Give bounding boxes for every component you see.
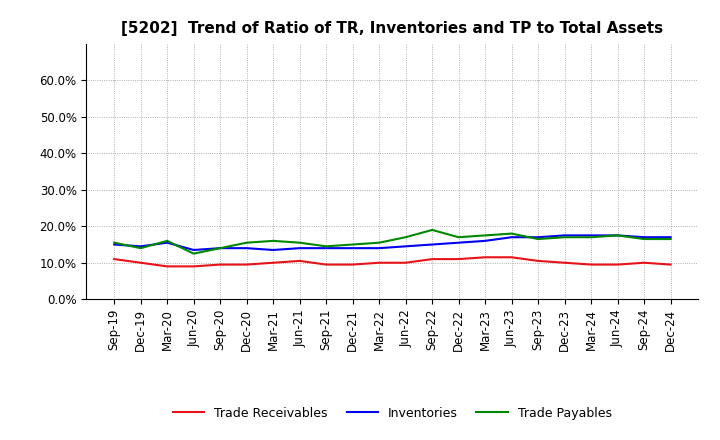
Trade Payables [454, 235, 463, 240]
Trade Receivables [666, 262, 675, 267]
Inventories [454, 240, 463, 246]
Trade Receivables [481, 255, 490, 260]
Trade Receivables [348, 262, 357, 267]
Trade Payables [640, 236, 649, 242]
Trade Receivables [295, 258, 304, 264]
Trade Payables [560, 235, 569, 240]
Line: Trade Receivables: Trade Receivables [114, 257, 670, 266]
Trade Receivables [640, 260, 649, 265]
Inventories [110, 242, 119, 247]
Trade Receivables [136, 260, 145, 265]
Inventories [189, 247, 198, 253]
Trade Payables [534, 236, 542, 242]
Inventories [269, 247, 277, 253]
Inventories [163, 240, 171, 246]
Trade Receivables [322, 262, 330, 267]
Trade Payables [428, 227, 436, 233]
Trade Payables [587, 235, 595, 240]
Inventories [295, 246, 304, 251]
Trade Receivables [189, 264, 198, 269]
Trade Payables [136, 246, 145, 251]
Trade Payables [348, 242, 357, 247]
Trade Receivables [375, 260, 384, 265]
Inventories [613, 233, 622, 238]
Trade Payables [401, 235, 410, 240]
Inventories [243, 246, 251, 251]
Trade Payables [481, 233, 490, 238]
Trade Receivables [428, 257, 436, 262]
Trade Receivables [508, 255, 516, 260]
Inventories [322, 246, 330, 251]
Trade Receivables [534, 258, 542, 264]
Trade Receivables [401, 260, 410, 265]
Trade Receivables [243, 262, 251, 267]
Inventories [560, 233, 569, 238]
Trade Receivables [560, 260, 569, 265]
Trade Receivables [269, 260, 277, 265]
Trade Receivables [110, 257, 119, 262]
Inventories [666, 235, 675, 240]
Trade Receivables [216, 262, 225, 267]
Trade Payables [322, 244, 330, 249]
Inventories [216, 246, 225, 251]
Inventories [428, 242, 436, 247]
Inventories [401, 244, 410, 249]
Trade Receivables [587, 262, 595, 267]
Trade Payables [216, 246, 225, 251]
Inventories [375, 246, 384, 251]
Trade Payables [295, 240, 304, 246]
Trade Receivables [163, 264, 171, 269]
Line: Inventories: Inventories [114, 235, 670, 250]
Line: Trade Payables: Trade Payables [114, 230, 670, 253]
Inventories [508, 235, 516, 240]
Title: [5202]  Trend of Ratio of TR, Inventories and TP to Total Assets: [5202] Trend of Ratio of TR, Inventories… [122, 21, 663, 36]
Trade Payables [613, 233, 622, 238]
Trade Receivables [454, 257, 463, 262]
Legend: Trade Receivables, Inventories, Trade Payables: Trade Receivables, Inventories, Trade Pa… [168, 403, 617, 425]
Trade Payables [508, 231, 516, 236]
Trade Payables [189, 251, 198, 256]
Trade Payables [269, 238, 277, 243]
Trade Payables [110, 240, 119, 246]
Trade Payables [163, 238, 171, 243]
Inventories [136, 244, 145, 249]
Inventories [534, 235, 542, 240]
Trade Receivables [613, 262, 622, 267]
Inventories [587, 233, 595, 238]
Trade Payables [666, 236, 675, 242]
Inventories [481, 238, 490, 243]
Inventories [640, 235, 649, 240]
Trade Payables [375, 240, 384, 246]
Trade Payables [243, 240, 251, 246]
Inventories [348, 246, 357, 251]
